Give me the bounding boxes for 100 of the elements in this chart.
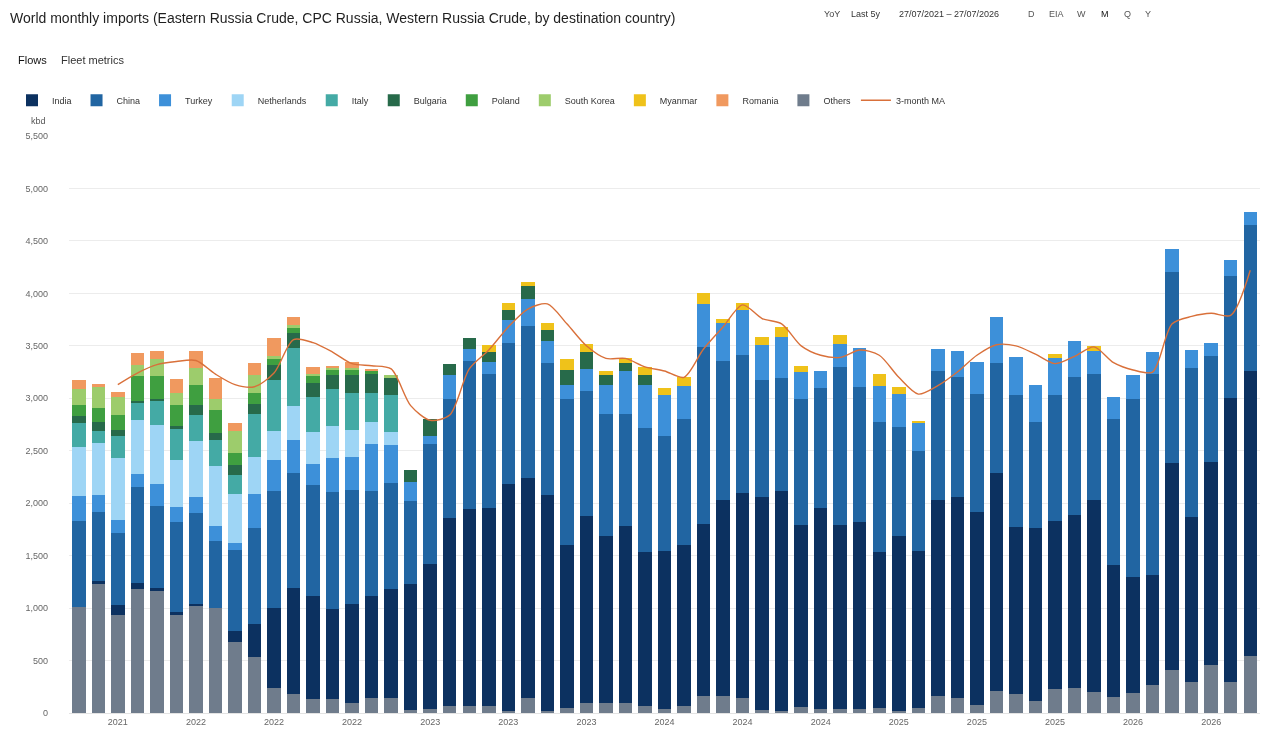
- bar: [1087, 374, 1101, 501]
- bar: [286, 324, 301, 328]
- bar: [931, 500, 945, 697]
- y-tick-label: 500: [32, 655, 48, 666]
- bar: [345, 702, 359, 713]
- bar: [247, 528, 262, 624]
- bar: [91, 407, 106, 423]
- bar: [950, 377, 965, 497]
- bar: [892, 535, 906, 711]
- x-tick-label: 2025: [888, 716, 909, 727]
- bar: [72, 416, 86, 424]
- bar: [1009, 395, 1023, 528]
- y-tick-label: 1,000: [25, 603, 48, 614]
- bar: [247, 403, 262, 415]
- bar: [169, 522, 184, 613]
- chart-title: World monthly imports (Eastern Russia Crude, CPC Russia, Western Russia Crude, by destination country): [10, 9, 676, 26]
- bar: [345, 375, 359, 394]
- bar: [755, 344, 769, 381]
- bar: [345, 369, 359, 376]
- bar: [286, 694, 301, 713]
- y-tick-label: 4,000: [25, 288, 48, 299]
- bar: [208, 399, 223, 410]
- bar: [872, 552, 887, 708]
- bar: [1048, 395, 1062, 522]
- bar: [657, 395, 672, 437]
- bar: [364, 371, 379, 375]
- bar: [501, 710, 516, 713]
- bar: [345, 603, 359, 703]
- bar: [716, 360, 730, 501]
- bar: [364, 422, 379, 445]
- bar: [501, 484, 516, 711]
- bar: [423, 436, 437, 445]
- bar: [1223, 398, 1238, 682]
- bar: [1243, 211, 1257, 226]
- bar: [208, 526, 223, 541]
- bar: [91, 383, 106, 387]
- bar: [833, 366, 847, 526]
- bar: [813, 508, 828, 709]
- bar: [833, 708, 847, 713]
- bar: [111, 391, 125, 398]
- bar: [403, 583, 418, 710]
- bar: [560, 384, 574, 400]
- bar: [696, 696, 711, 713]
- bar: [169, 379, 184, 394]
- bar: [208, 608, 223, 713]
- bar: [130, 402, 145, 421]
- bar: [423, 419, 437, 437]
- bar: [228, 543, 242, 551]
- bar: [169, 393, 184, 405]
- bar: [560, 545, 574, 708]
- bar: [130, 487, 145, 583]
- bar: [1184, 350, 1199, 368]
- bar: [813, 371, 828, 388]
- y-tick-label: 3,000: [25, 393, 48, 404]
- bar: [794, 525, 808, 707]
- bar: [72, 446, 86, 496]
- bar: [794, 706, 808, 713]
- bar: [267, 380, 281, 431]
- bar: [482, 374, 496, 509]
- bar: [911, 421, 926, 424]
- bar: [423, 444, 437, 565]
- x-tick-label: 2021: [107, 716, 128, 727]
- bar: [833, 343, 847, 367]
- bar: [403, 482, 418, 502]
- bar: [853, 347, 867, 387]
- legend-label: China: [116, 95, 141, 106]
- bar: [150, 506, 164, 589]
- bar: [189, 404, 203, 416]
- x-tick-label: 2023: [498, 716, 519, 727]
- bar: [774, 378, 789, 491]
- bar: [462, 705, 476, 713]
- bar: [267, 356, 281, 360]
- bar: [892, 426, 906, 536]
- bar: [286, 588, 301, 695]
- bar: [1145, 684, 1160, 713]
- legend-label: Poland: [491, 95, 520, 106]
- x-tick-label: 2025: [1044, 716, 1066, 727]
- bar: [169, 428, 184, 461]
- bar: [150, 401, 164, 425]
- bar: [482, 508, 496, 706]
- bar: [989, 472, 1004, 691]
- bar: [364, 374, 379, 394]
- bar: [130, 589, 145, 713]
- bar: [540, 362, 555, 495]
- bar: [111, 532, 125, 605]
- bar: [228, 465, 242, 475]
- bar: [1165, 272, 1179, 464]
- bar: [403, 501, 418, 584]
- bar: [1106, 419, 1121, 566]
- bar: [1165, 669, 1179, 713]
- bar: [501, 310, 516, 320]
- bar: [853, 522, 867, 709]
- bar: [208, 409, 223, 433]
- x-tick-label: 2023: [420, 716, 441, 727]
- bar: [228, 474, 242, 494]
- y-axis-title: kbd: [31, 116, 46, 126]
- bar: [521, 286, 535, 299]
- bar: [345, 393, 359, 430]
- bar: [872, 707, 887, 713]
- bar: [1048, 688, 1062, 713]
